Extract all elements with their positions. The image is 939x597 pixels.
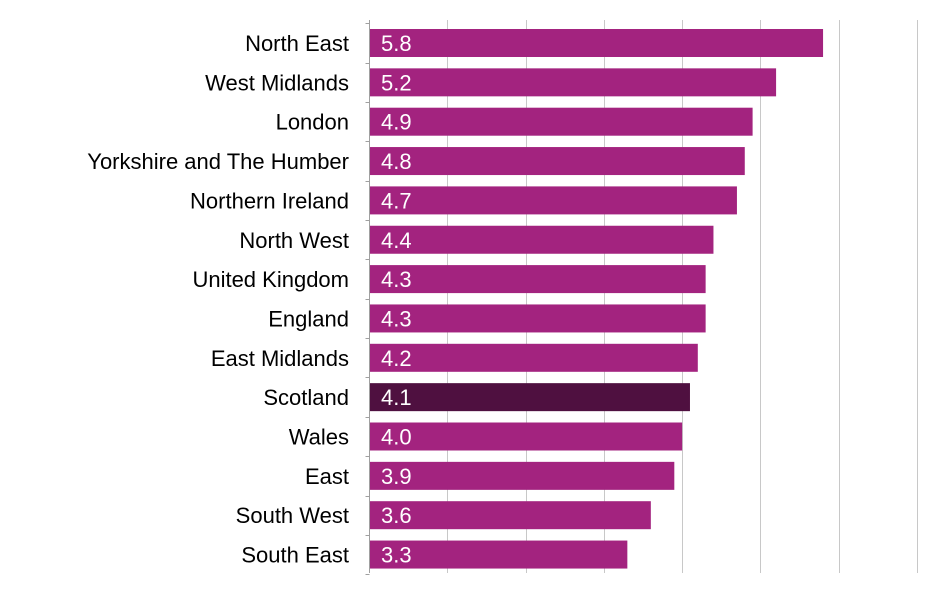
bar [369,304,706,333]
bar [369,343,698,372]
value-labels: 5.8 5.2 4.9 4.8 4.7 4.4 4.3 4.3 4.2 4.1 4.0 3.9 3.6 3… [381,31,412,568]
category-label: Scotland [263,385,349,410]
bar [369,147,745,176]
value-label: 5.8 [381,31,412,56]
category-label: Wales [289,425,349,450]
value-label: 4.4 [381,228,412,253]
bar [369,186,737,215]
value-label: 4.0 [381,425,412,450]
category-label: West Midlands [205,70,349,95]
bars [369,29,824,569]
bar [369,383,690,412]
grid-lines [447,20,918,573]
bar [369,501,651,530]
bar [369,107,753,136]
bar [369,225,714,254]
value-label: 4.2 [381,346,412,371]
bar [369,29,824,57]
category-labels: North East West Midlands London Yorkshire a… [87,31,349,568]
value-label: 4.3 [381,267,412,292]
category-label: North East [245,31,349,56]
value-label: 4.9 [381,110,412,135]
bar [369,540,628,569]
value-label: 4.1 [381,385,412,410]
value-label: 3.6 [381,503,412,528]
category-label: South East [241,543,349,568]
category-label: United Kingdom [192,267,349,292]
category-label: North West [239,228,349,253]
category-label: Yorkshire and The Humber [87,149,349,174]
value-label: 4.3 [381,306,412,331]
bar [369,422,683,451]
bar [369,68,777,97]
value-label: 4.8 [381,149,412,174]
value-label: 4.7 [381,188,412,213]
category-label: East [305,464,349,489]
value-label: 3.9 [381,464,412,489]
value-label: 3.3 [381,543,412,568]
category-label: London [276,110,349,135]
category-label: Northern Ireland [190,188,349,213]
category-label: East Midlands [211,346,349,371]
category-label: England [268,306,349,331]
value-label: 5.2 [381,70,412,95]
bar [369,461,675,490]
bar [369,265,706,294]
axes [365,20,370,575]
category-label: South West [236,503,349,528]
